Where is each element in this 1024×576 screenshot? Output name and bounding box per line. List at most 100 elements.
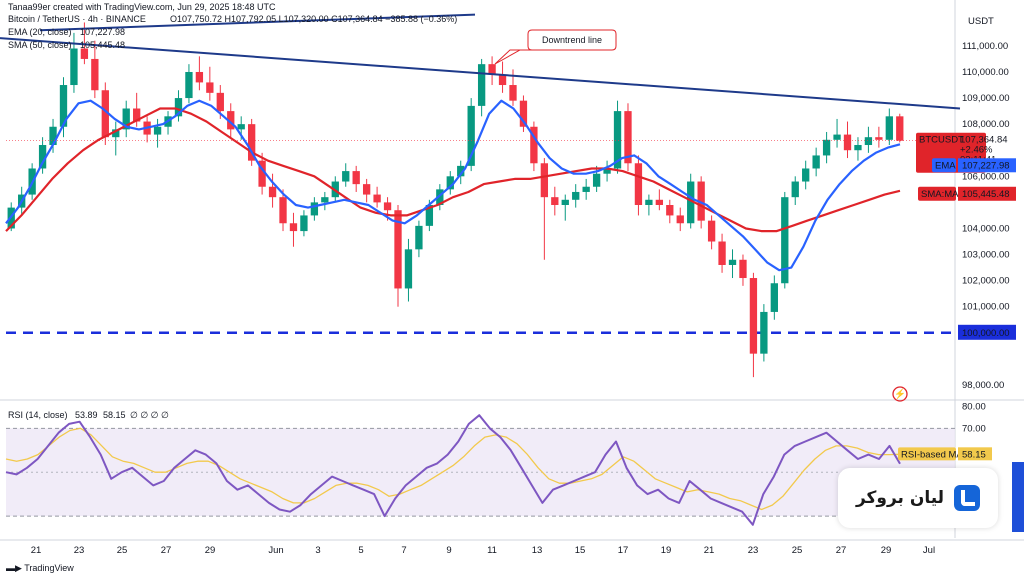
btc-tag-change: +2.46% [960,145,993,156]
tradingview-logo-icon: ▬▶ [6,563,25,573]
time-tick-label: 25 [792,545,803,556]
candle-body [624,111,632,164]
candle-body [781,197,789,284]
sma-line [5,107,901,233]
ohlc-readout: O107,750.72 H107,792.05 L107,320.00 C107… [170,14,457,24]
candle-body [530,126,538,164]
candle-body [227,111,235,130]
ema-tag-price: 107,227.98 [962,160,1010,171]
candle-body [279,197,287,224]
time-tick-label: 3 [315,545,320,556]
support-tag-price: 100,000.00 [962,328,1010,339]
candle-body [321,197,329,203]
candle-body [404,249,413,289]
upper-trend-line [39,13,476,32]
candle-body [195,71,204,83]
candle-body [342,171,350,182]
chart-credit: Tanaa99er created with TradingView.com, … [8,2,276,12]
side-accent-bar [1012,462,1024,532]
rsi-tick-label: 80.00 [962,401,986,412]
candle-body [812,155,820,169]
time-tick-label: 29 [205,545,216,556]
rsi-ma-line [5,427,901,511]
time-tick-label: 9 [446,545,451,556]
time-tick-label: 19 [661,545,672,556]
candle-body [457,165,465,177]
rsi-line [5,414,901,526]
time-tick-label: 15 [575,545,586,556]
candle-body [770,283,778,312]
candle-body [467,105,475,166]
candle-body [373,194,381,203]
annotation-label: Downtrend line [542,35,602,45]
ema-tag-title: EMA [935,160,956,171]
footer-label: TradingView [24,563,74,573]
candle-body [822,139,831,156]
candle-body [133,108,141,122]
sma-tag [918,186,956,201]
candle-body [697,181,705,221]
candle-body [707,220,716,242]
candle-body [718,241,726,265]
candle-body [896,116,904,141]
time-tick-label: 25 [117,545,128,556]
candle-body [362,184,371,195]
candle-body [258,160,266,187]
support-price-tag [958,324,1016,340]
time-tick-label: 17 [618,545,629,556]
candle-body [802,168,810,182]
candle-body [59,85,68,127]
price-tick-label: 98,000.00 [962,380,1004,391]
candle-body [885,116,893,140]
time-tick-label: Jul [923,545,935,556]
watermark-text: لیان بروکر [855,488,945,508]
rsi-legend-label: RSI (14, close) [8,410,68,420]
candle-body [70,48,78,86]
sma-legend-label: SMA (50, close) [8,40,72,50]
candle-body [216,92,224,112]
candle-body [49,126,57,146]
candle-body [749,278,758,354]
candle-body [645,199,653,205]
time-tick-label: 29 [881,545,892,556]
candle-body [237,124,245,130]
candle-body [613,111,622,169]
time-tick-label: 5 [358,545,363,556]
symbol-title: Bitcoin / TetherUS · 4h · BINANCE [8,14,146,24]
rsi-tick-label: 70.00 [962,423,986,434]
time-tick-label: 7 [401,545,406,556]
candle-body [185,71,193,99]
candle-body [112,129,120,138]
price-tick-label: 103,000.00 [962,250,1010,261]
candle-body [572,191,580,200]
price-tick-label: 101,000.00 [962,302,1010,313]
btc-tag-title: BTCUSDT [919,135,964,146]
price-tick-label: 108,000.00 [962,119,1010,130]
ema-legend-value: 107,227.98 [80,27,125,37]
sma-legend-value: 105,445.48 [80,40,125,50]
candle-body [153,126,162,135]
candle-body [551,197,559,205]
candle-body [289,223,298,232]
price-scale-title: USDT [968,16,994,27]
ema-line [5,99,901,272]
candle-body [446,176,454,190]
lian-broker-logo-icon [954,485,981,511]
candle-body [864,137,873,146]
rsi-ma-tag [898,447,956,461]
candle-body [300,215,308,232]
candle-body [540,163,549,198]
candle-body [498,74,507,86]
candle-body [352,171,360,185]
candle-body [174,98,183,117]
candle-body [561,199,569,205]
time-tick-label: 13 [532,545,543,556]
downtrend-line [0,37,961,110]
candle-body [80,48,89,59]
candle-body [739,259,747,279]
candle-body [268,186,277,198]
candle-body [394,210,402,289]
candle-body [247,124,256,161]
sma-price-tag [958,186,1016,201]
